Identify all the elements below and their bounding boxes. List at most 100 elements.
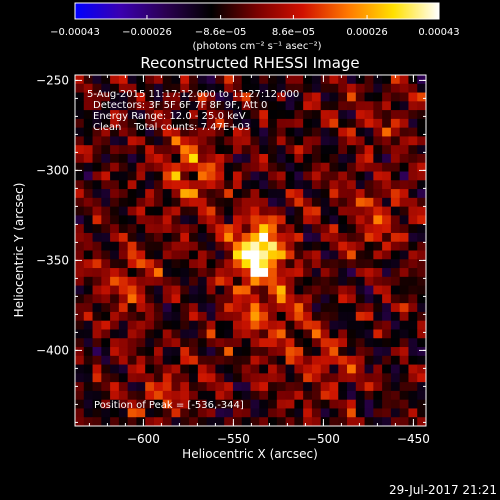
heatmap-cell [338, 101, 348, 111]
heatmap-cell [355, 92, 365, 102]
heatmap-cell [320, 338, 330, 348]
heatmap-cell [224, 110, 234, 120]
heatmap-cell [92, 285, 102, 295]
heatmap-cell [364, 75, 374, 85]
heatmap-cell [382, 180, 392, 190]
heatmap-cell [417, 180, 427, 190]
heatmap-cell [189, 390, 199, 401]
heatmap-cell [215, 162, 225, 172]
heatmap-cell [197, 153, 208, 164]
heatmap-cell [180, 145, 190, 155]
heatmap-cell [347, 294, 357, 304]
heatmap-cell [355, 373, 365, 383]
heatmap-cell [83, 285, 93, 295]
heatmap-cell [118, 197, 129, 208]
heatmap-cell [268, 241, 278, 251]
heatmap-cell [232, 347, 243, 357]
heatmap-cell [373, 294, 383, 304]
heatmap-cell [145, 390, 155, 401]
heatmap-cell [320, 364, 330, 374]
heatmap-cell [215, 311, 225, 322]
heatmap-cell [303, 171, 313, 181]
heatmap-cell [276, 215, 287, 225]
heatmap-cell [232, 101, 243, 111]
heatmap-cell [259, 364, 269, 374]
heatmap-cell [320, 215, 330, 225]
heatmap-cell [311, 338, 322, 348]
heatmap-cell [83, 382, 93, 392]
heatmap-cell [268, 259, 278, 269]
heatmap-cell [232, 311, 243, 322]
heatmap-cell [118, 136, 129, 146]
heatmap-cell [276, 364, 287, 374]
heatmap-cell [101, 136, 111, 146]
heatmap-cell [75, 145, 85, 155]
heatmap-cell [276, 259, 287, 269]
heatmap-cell [232, 206, 243, 216]
heatmap-cell [241, 320, 251, 330]
heatmap-cell [338, 83, 348, 93]
heatmap-cell [382, 118, 392, 129]
heatmap-cell [294, 145, 304, 155]
heatmap-cell [206, 215, 216, 225]
heatmap-cell [303, 338, 313, 348]
heatmap-cell [276, 83, 287, 93]
heatmap-cell [338, 92, 348, 102]
heatmap-cell [276, 338, 287, 348]
heatmap-cell [364, 382, 374, 392]
heatmap-cell [338, 250, 348, 260]
heatmap-cell [171, 83, 181, 93]
heatmap-cell [145, 268, 155, 278]
heatmap-cell [153, 171, 164, 181]
heatmap-cell [364, 329, 374, 339]
heatmap-cell [285, 241, 295, 251]
heatmap-cell [162, 285, 172, 295]
heatmap-cell [153, 373, 164, 383]
heatmap-cell [408, 145, 418, 155]
heatmap-cell [329, 276, 339, 287]
y-tick-label: −250 [36, 73, 69, 87]
heatmap-cell [118, 329, 129, 339]
heatmap-cell [373, 250, 383, 260]
heatmap-cell [303, 250, 313, 260]
heatmap-cell [329, 101, 339, 111]
heatmap-cell [145, 329, 155, 339]
heatmap-cell [338, 189, 348, 199]
heatmap-cell [241, 110, 251, 120]
heatmap-cell [145, 355, 155, 365]
heatmap-cell [347, 355, 357, 365]
heatmap-cell [268, 417, 278, 427]
heatmap-cell [329, 162, 339, 172]
heatmap-cell [101, 399, 111, 409]
heatmap-cell [171, 250, 181, 260]
heatmap-cell [110, 347, 120, 357]
heatmap-cell [373, 241, 383, 251]
heatmap-cell [241, 101, 251, 111]
heatmap-cell [250, 294, 260, 304]
heatmap-cell [224, 347, 234, 357]
heatmap-cell [215, 92, 225, 102]
heatmap-cell [189, 268, 199, 278]
heatmap-cell [408, 347, 418, 357]
heatmap-cell [285, 162, 295, 172]
heatmap-cell [206, 364, 216, 374]
heatmap-cell [110, 232, 120, 243]
heatmap-cell [285, 215, 295, 225]
heatmap-cell [92, 338, 102, 348]
heatmap-cell [162, 329, 172, 339]
heatmap-cell [276, 408, 287, 418]
heatmap-cell [390, 329, 401, 339]
heatmap-cell [364, 189, 374, 199]
heatmap-cell [127, 75, 137, 85]
heatmap-cell [399, 294, 409, 304]
heatmap-cell [285, 101, 295, 111]
heatmap-cell [294, 171, 304, 181]
heatmap-cell [311, 75, 322, 85]
heatmap-cell [136, 92, 146, 102]
heatmap-cell [303, 153, 313, 164]
heatmap-cell [382, 145, 392, 155]
heatmap-cell [101, 206, 111, 216]
heatmap-cell [355, 171, 365, 181]
heatmap-cell [399, 259, 409, 269]
heatmap-cell [399, 276, 409, 287]
